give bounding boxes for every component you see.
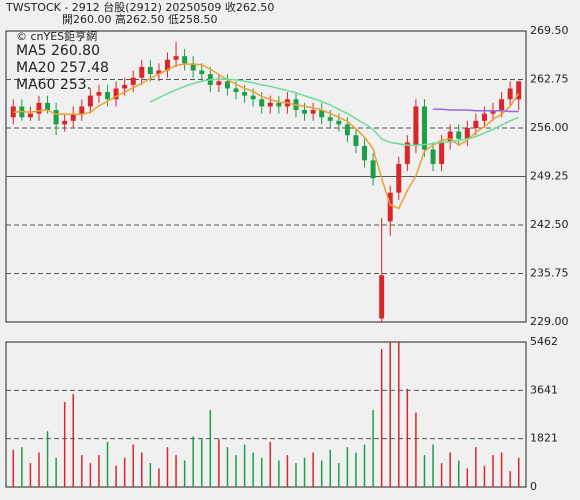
legend-label: MA5 260.80 xyxy=(16,43,100,59)
candle-body xyxy=(156,70,162,75)
candle-body xyxy=(387,192,393,222)
y-tick-label: 235.75 xyxy=(530,267,569,280)
chart-title: TWSTOCK - 2912 台股(2912) 20250509 收262.50 xyxy=(5,0,274,14)
candle-body xyxy=(456,131,462,139)
candle-body xyxy=(516,81,522,100)
candle-body xyxy=(404,142,410,164)
candle-body xyxy=(173,56,179,60)
candle-body xyxy=(216,81,222,85)
candle-body xyxy=(481,113,487,121)
y-tick-label: 262.75 xyxy=(530,73,569,86)
y-tick-label: 1821 xyxy=(530,432,558,445)
candle-body xyxy=(353,135,359,146)
candle-body xyxy=(490,110,496,114)
candle-body xyxy=(70,113,76,121)
candle-body xyxy=(164,59,170,71)
ma-line xyxy=(13,63,520,210)
candle-body xyxy=(147,66,153,75)
candle-body xyxy=(507,88,513,100)
candle-body xyxy=(199,70,205,75)
candle-body xyxy=(473,120,479,128)
candle-body xyxy=(370,160,376,179)
candle-body xyxy=(421,106,427,150)
candle-body xyxy=(62,120,68,125)
candle-body xyxy=(79,106,85,114)
candle-body xyxy=(36,102,42,114)
candle-body xyxy=(499,99,505,111)
candle-body xyxy=(430,149,436,164)
candle-body xyxy=(105,92,111,100)
candle-body xyxy=(45,102,51,111)
legend-label: MA60 253. xyxy=(16,77,91,93)
candle-body xyxy=(336,120,342,125)
ma-line xyxy=(149,78,519,146)
y-tick-label: 249.25 xyxy=(530,170,569,183)
y-tick-label: 5462 xyxy=(530,335,558,348)
y-tick-label: 269.50 xyxy=(530,24,569,37)
candle-body xyxy=(139,66,145,78)
chart-subtitle: 開260.00 高262.50 低258.50 xyxy=(62,12,217,26)
candle-body xyxy=(130,77,136,85)
candle-body xyxy=(302,110,308,114)
y-tick-label: 242.50 xyxy=(530,218,569,231)
candle-body xyxy=(276,102,282,107)
candle-body xyxy=(259,99,265,107)
y-tick-label: 3641 xyxy=(530,383,558,396)
candle-body xyxy=(327,117,333,121)
candle-body xyxy=(439,142,445,164)
candle-body xyxy=(233,88,239,93)
candle-body xyxy=(319,110,325,118)
candle-body xyxy=(53,110,59,125)
candle-body xyxy=(310,110,316,114)
candle-body xyxy=(190,63,196,71)
candle-body xyxy=(27,113,33,118)
candle-body xyxy=(413,106,419,146)
candle-body xyxy=(362,145,368,161)
candle-body xyxy=(344,124,350,136)
candle-body xyxy=(182,56,188,64)
candle-body xyxy=(122,84,128,89)
y-tick-label: 256.00 xyxy=(530,121,569,134)
volume-panel xyxy=(5,341,527,488)
candle-body xyxy=(96,92,102,96)
candle-body xyxy=(242,92,248,96)
source: © cnYES鉅亨網 xyxy=(16,29,97,43)
ma-line xyxy=(433,108,519,113)
candle-body xyxy=(224,81,230,89)
candle-body xyxy=(267,102,273,107)
candle-body xyxy=(396,163,402,193)
candle-body xyxy=(464,128,470,139)
legend-label: MA20 257.48 xyxy=(16,60,109,76)
y-tick-label: 0 xyxy=(530,480,537,493)
candle-body xyxy=(379,275,385,319)
candle-body xyxy=(447,131,453,143)
y-tick-label: 229.00 xyxy=(530,315,569,328)
candle-body xyxy=(87,95,93,107)
candle-body xyxy=(250,95,256,100)
candle-body xyxy=(113,88,119,100)
